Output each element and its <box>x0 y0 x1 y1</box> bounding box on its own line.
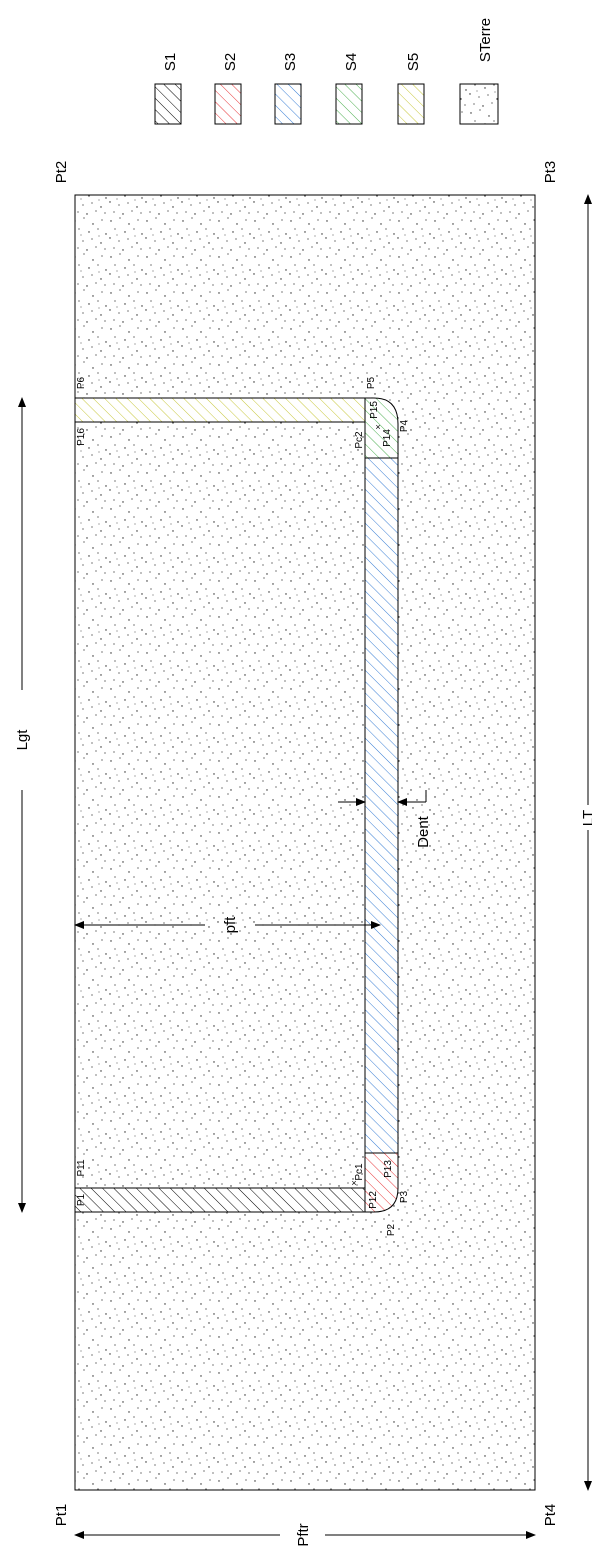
legend-item-s1: S1 <box>154 53 182 125</box>
label-p14: P14 <box>382 429 393 447</box>
label-p1: P1 <box>76 1193 87 1206</box>
construction-lines <box>365 457 398 1154</box>
pc2-cross: × <box>375 422 380 432</box>
label-p11: P11 <box>76 1159 87 1176</box>
label-pt4: Pt4 <box>542 1504 559 1527</box>
legend-label-s1: S1 <box>162 53 179 71</box>
legend-label-sterre: STerre <box>477 18 494 62</box>
label-dent: Dent <box>415 815 432 848</box>
pc-markers: × × <box>351 422 380 1188</box>
label-p13: P13 <box>383 1160 394 1178</box>
label-p6: P6 <box>76 376 87 389</box>
label-p15: P15 <box>369 401 380 419</box>
segment-s3 <box>364 457 399 1154</box>
legend-item-sterre: STerre <box>459 18 499 125</box>
legend-label-s2: S2 <box>222 53 239 71</box>
label-p16: P16 <box>76 428 87 446</box>
point-labels: P1 P11 P12 P2 P3 P13 Pc1 P6 P16 P5 P15 P… <box>76 376 410 1236</box>
legend-label-s5: S5 <box>405 53 422 71</box>
pc1-cross: × <box>351 1178 356 1188</box>
segment-s5 <box>74 397 366 423</box>
label-pft: pft <box>222 916 239 934</box>
dimension-lt: LT <box>580 194 592 1491</box>
soil-region <box>74 194 536 1491</box>
label-p12: P12 <box>368 1191 379 1209</box>
segment-s1 <box>74 1187 366 1213</box>
legend-item-s5: S5 <box>397 53 425 125</box>
segment-s2 <box>364 1152 399 1213</box>
label-pt3: Pt3 <box>542 161 559 184</box>
legend-label-s4: S4 <box>343 53 360 71</box>
label-p2: P2 <box>386 1223 397 1236</box>
dimension-pftr: Pftr <box>74 1523 536 1547</box>
dimension-pft: pft <box>74 916 381 934</box>
label-pc1: Pc1 <box>354 1163 365 1181</box>
label-lt: LT <box>580 810 592 826</box>
label-pt1: Pt1 <box>53 1504 70 1527</box>
corner-labels: Pt1 Pt2 Pt3 Pt4 <box>53 161 559 1527</box>
legend-item-s2: S2 <box>214 53 242 125</box>
label-p5: P5 <box>366 376 377 389</box>
legend-item-s4: S4 <box>335 53 363 125</box>
label-lgt: Lgt <box>14 729 31 751</box>
label-pftr: Pftr <box>295 1523 312 1546</box>
label-pt2: Pt2 <box>53 161 70 184</box>
label-pc2: Pc2 <box>354 431 365 449</box>
legend-label-s3: S3 <box>282 53 299 71</box>
dimension-dent: Dent <box>338 790 432 848</box>
legend-item-s3: S3 <box>274 53 302 125</box>
segment-s4 <box>364 397 399 459</box>
label-p3: P3 <box>399 1190 410 1203</box>
dimension-lgt: Lgt <box>14 397 31 1213</box>
legend: S1 S2 S3 S4 S5 STerre <box>154 18 499 125</box>
label-p4: P4 <box>399 419 410 432</box>
